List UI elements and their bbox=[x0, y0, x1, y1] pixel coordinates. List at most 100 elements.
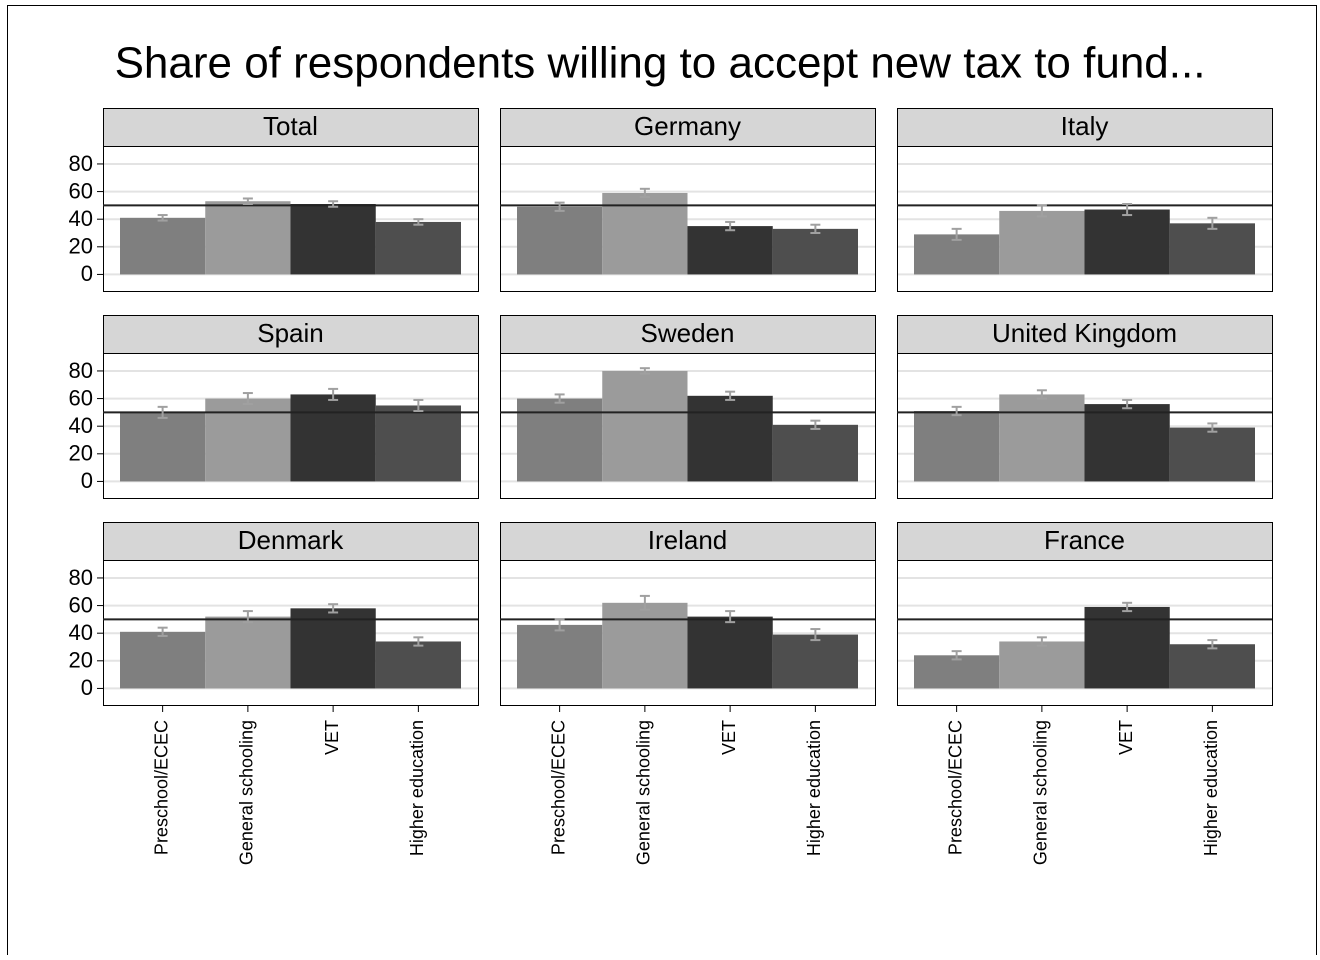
error-bar bbox=[639, 594, 650, 611]
x-tick-label: Preschool/ECEC bbox=[548, 720, 568, 855]
bar bbox=[602, 192, 688, 275]
bar bbox=[290, 608, 376, 689]
error-bar bbox=[810, 223, 821, 234]
bar bbox=[517, 398, 603, 482]
y-tick-label: 40 bbox=[69, 413, 93, 438]
panel-title: Sweden bbox=[641, 318, 735, 348]
bar bbox=[1084, 606, 1170, 689]
panel-title: Germany bbox=[634, 111, 741, 141]
error-bar bbox=[1122, 203, 1133, 217]
bar bbox=[602, 602, 688, 689]
bar bbox=[205, 201, 291, 275]
error-bar bbox=[157, 626, 168, 637]
error-bar bbox=[413, 636, 424, 647]
y-tick-label: 60 bbox=[69, 385, 93, 410]
bar bbox=[1084, 209, 1170, 275]
x-tick-label: General schooling bbox=[237, 720, 257, 865]
bar bbox=[1169, 644, 1255, 689]
error-bar bbox=[639, 187, 650, 199]
bar bbox=[120, 631, 206, 689]
error-bar bbox=[725, 220, 736, 232]
panel-header bbox=[897, 315, 1273, 354]
bar bbox=[517, 206, 603, 275]
panel-title: Denmark bbox=[238, 525, 344, 555]
bar bbox=[375, 641, 461, 689]
error-bar bbox=[157, 405, 168, 419]
bar bbox=[999, 394, 1085, 482]
error-bar bbox=[810, 628, 821, 642]
bar bbox=[602, 370, 688, 482]
bar bbox=[914, 234, 1000, 275]
error-bar bbox=[554, 393, 565, 404]
panel-header bbox=[103, 315, 479, 354]
bar bbox=[517, 624, 603, 689]
panel-title: United Kingdom bbox=[992, 318, 1177, 348]
y-tick-label: 20 bbox=[69, 234, 93, 259]
panel-header bbox=[897, 522, 1273, 561]
error-bar bbox=[1207, 639, 1218, 650]
y-tick-label: 0 bbox=[81, 675, 93, 700]
y-tick-label: 60 bbox=[69, 178, 93, 203]
error-bar bbox=[554, 201, 565, 212]
bar bbox=[772, 634, 858, 689]
panel-title: Italy bbox=[1061, 111, 1109, 141]
bar bbox=[687, 226, 773, 275]
y-tick-label: 80 bbox=[69, 151, 93, 176]
bar bbox=[1169, 427, 1255, 482]
error-bar bbox=[639, 367, 650, 375]
x-tick-label: Higher education bbox=[1201, 720, 1221, 856]
panel-header bbox=[897, 108, 1273, 147]
error-bar bbox=[725, 390, 736, 401]
error-bar bbox=[1036, 389, 1047, 400]
chart-title: Share of respondents willing to accept n… bbox=[115, 39, 1206, 88]
x-tick-label: General schooling bbox=[634, 720, 654, 865]
bar bbox=[1169, 223, 1255, 275]
error-bar bbox=[725, 610, 736, 624]
bar bbox=[687, 616, 773, 689]
error-bar bbox=[1207, 216, 1218, 230]
bar bbox=[205, 398, 291, 482]
error-bar bbox=[951, 650, 962, 661]
error-bar bbox=[554, 618, 565, 632]
bar bbox=[999, 210, 1085, 275]
error-bar bbox=[328, 387, 339, 401]
error-bar bbox=[157, 214, 168, 222]
y-tick-label: 80 bbox=[69, 358, 93, 383]
y-tick-label: 20 bbox=[69, 648, 93, 673]
bar bbox=[120, 412, 206, 482]
bar bbox=[687, 395, 773, 482]
error-bar bbox=[1207, 422, 1218, 433]
panel-title: Total bbox=[263, 111, 318, 141]
y-tick-label: 40 bbox=[69, 206, 93, 231]
y-tick-label: 0 bbox=[81, 261, 93, 286]
error-bar bbox=[1122, 601, 1133, 613]
error-bar bbox=[242, 610, 253, 624]
panel-title: Ireland bbox=[648, 525, 728, 555]
x-tick-label: VET bbox=[322, 720, 342, 755]
bar bbox=[1084, 404, 1170, 482]
bar bbox=[914, 655, 1000, 689]
panel-title: France bbox=[1044, 525, 1125, 555]
error-bar bbox=[810, 419, 821, 430]
bar bbox=[375, 405, 461, 482]
bar bbox=[772, 424, 858, 482]
bar bbox=[290, 204, 376, 275]
error-bar bbox=[413, 398, 424, 412]
y-tick-label: 20 bbox=[69, 441, 93, 466]
error-bar bbox=[413, 218, 424, 226]
error-bar bbox=[242, 197, 253, 205]
bar bbox=[120, 217, 206, 275]
error-bar bbox=[1122, 398, 1133, 410]
x-tick-label: Higher education bbox=[804, 720, 824, 856]
bar bbox=[772, 228, 858, 275]
panel-header bbox=[500, 108, 876, 147]
bar bbox=[290, 394, 376, 482]
panel-header bbox=[500, 315, 876, 354]
x-tick-label: VET bbox=[719, 720, 739, 755]
x-tick-label: Higher education bbox=[407, 720, 427, 856]
bar bbox=[375, 221, 461, 275]
bar bbox=[999, 641, 1085, 689]
error-bar bbox=[242, 392, 253, 406]
